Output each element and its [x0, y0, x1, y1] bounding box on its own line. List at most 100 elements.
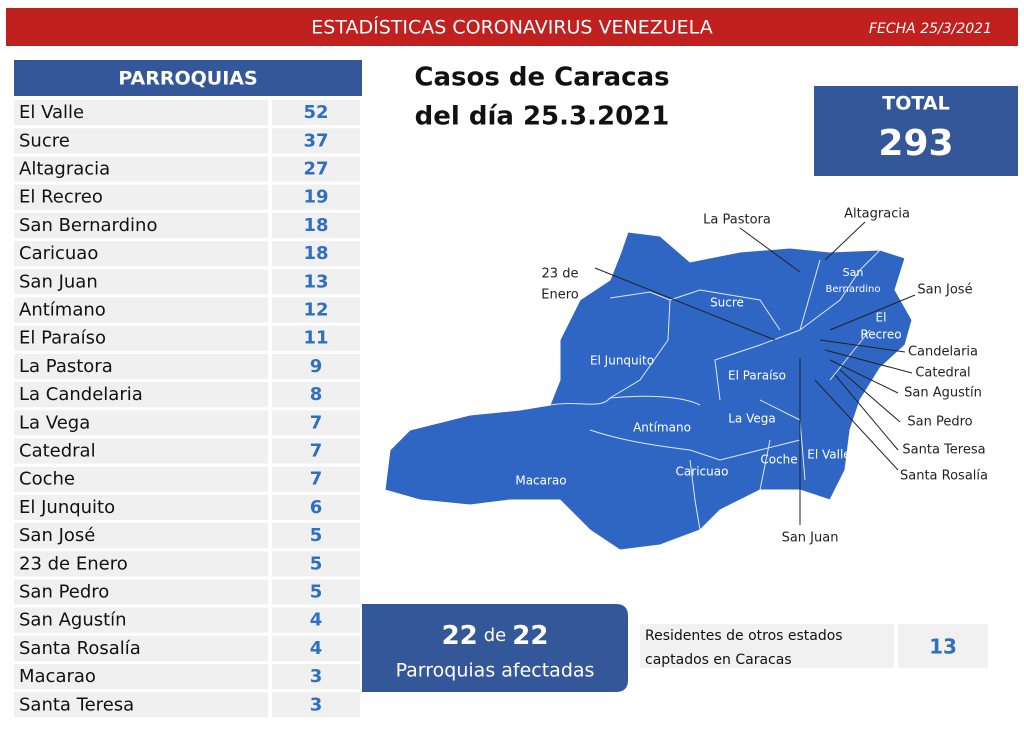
map-label: San: [843, 266, 864, 279]
affected-total: 22: [512, 621, 548, 651]
header-bar: [6, 8, 1018, 46]
row-value: 18: [303, 215, 328, 236]
caption: del día 25.3.2021: [415, 102, 670, 132]
row-value: 6: [310, 497, 323, 518]
map-label: San Agustín: [904, 386, 982, 401]
total-label: TOTAL: [882, 93, 949, 115]
row-value-bg: [272, 607, 360, 633]
map: Sucre El Junquito El Paraíso La Vega Ant…: [384, 207, 988, 551]
row-name: Coche: [19, 469, 75, 490]
row-name: El Junquito: [19, 497, 115, 518]
row-value-bg: [272, 184, 360, 210]
row-name: San Pedro: [19, 582, 109, 603]
row-name: La Candelaria: [19, 384, 143, 405]
row-value: 9: [310, 356, 323, 377]
row-name: Caricuao: [19, 243, 98, 264]
map-label: Macarao: [515, 474, 566, 488]
row-value: 19: [303, 187, 328, 208]
map-label: Altagracia: [844, 207, 910, 222]
row-value-bg: [272, 635, 360, 661]
row-value: 4: [310, 638, 323, 659]
map-label: Catedral: [915, 366, 970, 381]
affected-label: Parroquias afectadas: [396, 660, 595, 682]
row-value-bg: [272, 410, 360, 436]
row-name: Catedral: [19, 441, 96, 462]
row-value-bg: [272, 156, 360, 182]
caption: Casos de Caracas: [414, 63, 669, 93]
row-value: 7: [310, 412, 323, 433]
row-name: San Juan: [19, 271, 98, 292]
row-value: 5: [310, 553, 323, 574]
affected-count: 22: [442, 621, 478, 651]
row-name-bg: [14, 523, 268, 549]
row-name: San José: [19, 525, 95, 546]
row-name: Sucre: [19, 130, 70, 151]
row-name-bg: [14, 635, 268, 661]
map-outer-labels: La Pastora Altagracia San José Candelari…: [541, 207, 988, 546]
row-name-bg: [14, 466, 268, 492]
row-name-bg: [14, 410, 268, 436]
row-value-bg: [272, 579, 360, 605]
row-value: 7: [310, 441, 323, 462]
map-label: Antímano: [633, 421, 691, 435]
row-name: 23 de Enero: [19, 553, 128, 574]
row-name: Antímano: [19, 300, 106, 321]
map-label: Enero: [541, 288, 579, 303]
row-name-bg: [14, 382, 268, 408]
row-value: 11: [303, 328, 328, 349]
row-value-bg: [272, 128, 360, 154]
row-name: La Vega: [19, 412, 90, 433]
row-name: La Pastora: [19, 356, 113, 377]
row-value-bg: [272, 297, 360, 323]
residents-bg: [640, 624, 894, 668]
row-value-bg: [272, 692, 360, 718]
row-name-bg: [14, 100, 268, 126]
map-label: Santa Rosalía: [900, 469, 988, 484]
map-label: San José: [917, 283, 972, 298]
row-value-bg: [272, 551, 360, 577]
row-value: 12: [303, 300, 328, 321]
map-label: Sucre: [710, 296, 744, 310]
row-name-bg: [14, 241, 268, 267]
row-value-bg: [272, 438, 360, 464]
map-label: El Junquito: [590, 354, 654, 368]
total-box: [814, 86, 1018, 176]
affected-box: [362, 604, 628, 692]
map-shape: [384, 231, 913, 551]
row-value: 13: [303, 271, 328, 292]
row-name: San Agustín: [19, 610, 127, 631]
row-name-bg: [14, 551, 268, 577]
row-value: 5: [310, 582, 323, 603]
row-value: 3: [310, 694, 323, 715]
row-value-bg: [272, 100, 360, 126]
row-name-bg: [14, 128, 268, 154]
row-value: 52: [303, 102, 328, 123]
row-name-bg: [14, 297, 268, 323]
row-name-bg: [14, 156, 268, 182]
row-name: Macarao: [19, 666, 96, 687]
affected-count: 22 de 22: [442, 621, 549, 651]
row-name-bg: [14, 607, 268, 633]
row-value-bg: [272, 241, 360, 267]
row-value-bg: [272, 212, 360, 238]
map-label: Caricuao: [676, 465, 729, 479]
header-date: FECHA 25/3/2021: [869, 21, 992, 37]
row-name-bg: [14, 579, 268, 605]
row-value: 8: [310, 384, 323, 405]
map-label: San Pedro: [907, 415, 972, 430]
row-name: Santa Teresa: [19, 694, 134, 715]
row-name: El Paraíso: [19, 328, 106, 349]
row-name-bg: [14, 353, 268, 379]
row-name-bg: [14, 269, 268, 295]
map-label: La Pastora: [703, 213, 771, 228]
row-value-bg: [272, 353, 360, 379]
row-value: 3: [310, 666, 323, 687]
row-name: Santa Rosalía: [19, 638, 141, 659]
total-value: 293: [878, 123, 953, 164]
map-label: Bernardino: [826, 284, 881, 295]
row-name-bg: [14, 212, 268, 238]
row-name-bg: [14, 438, 268, 464]
